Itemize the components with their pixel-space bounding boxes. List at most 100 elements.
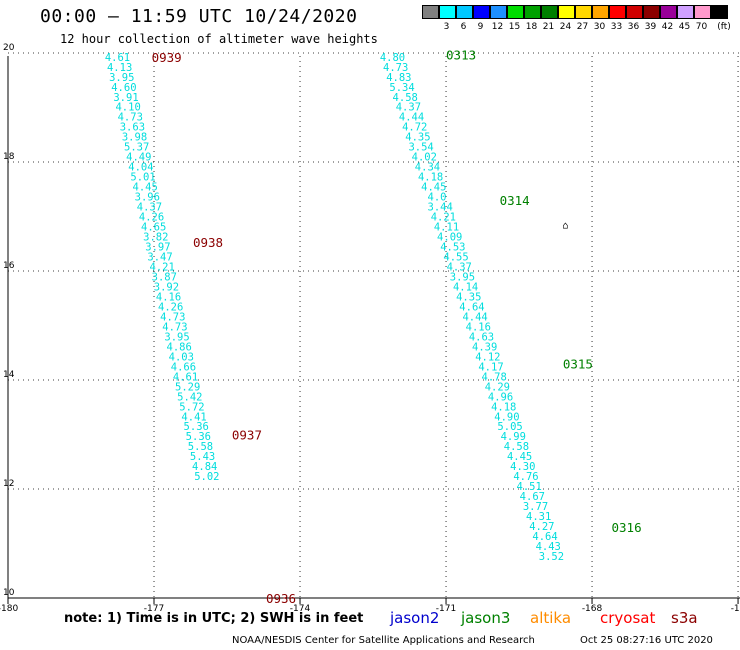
- wave-height-value: 4.45: [507, 451, 532, 463]
- wave-height-value: 4.18: [491, 401, 516, 413]
- wave-height-value: 4.37: [396, 102, 421, 114]
- wave-height-value: 4.86: [167, 341, 192, 353]
- pass-time-label: 0937: [232, 428, 262, 443]
- scale-label: 24: [559, 22, 572, 32]
- wave-height-value: 4.14: [453, 281, 478, 293]
- scale-swatch: [677, 5, 694, 19]
- wave-height-value: 4.02: [412, 152, 437, 164]
- lon-tick-label: -180: [0, 604, 18, 614]
- wave-height-value: 4.99: [501, 431, 526, 443]
- wave-height-value: 3.98: [122, 132, 147, 144]
- scale-label: 12: [491, 22, 504, 32]
- scale-label: 3: [443, 22, 450, 32]
- scale-swatch: [711, 5, 728, 19]
- wave-height-value: 5.29: [175, 381, 200, 393]
- pass-time-label: 0313: [446, 48, 476, 63]
- island-icon: ⌂: [562, 221, 568, 232]
- wave-height-value: 4.37: [447, 261, 472, 273]
- wave-height-value: 3.91: [113, 92, 138, 104]
- wave-height-value: 4.43: [536, 541, 561, 553]
- wave-height-value: 4.44: [462, 311, 487, 323]
- mission-label-altika: altika: [530, 609, 572, 627]
- wave-height-value: 3.82: [143, 232, 168, 244]
- scale-swatch: [694, 5, 711, 19]
- wave-height-value: 4.37: [137, 202, 162, 214]
- pass-time-label: 0316: [612, 520, 642, 535]
- pass-time-label: 0936: [266, 591, 296, 606]
- wave-height-value: 4.35: [405, 132, 430, 144]
- wave-height-value: 4.73: [383, 62, 408, 74]
- scale-label: 42: [661, 22, 674, 32]
- wave-height-value: 4.10: [115, 102, 140, 114]
- wave-height-value: 4.03: [169, 351, 194, 363]
- scale-label: 18: [525, 22, 538, 32]
- lon-tick-label: -177: [144, 604, 164, 614]
- scale-label: 45: [678, 22, 691, 32]
- wave-height-value: 4.34: [415, 162, 440, 174]
- scale-swatch: [456, 5, 473, 19]
- scale-swatch: [439, 5, 456, 19]
- scale-swatch: [626, 5, 643, 19]
- mission-label-jason2: jason2: [390, 609, 440, 627]
- wave-height-value: 4.96: [488, 391, 513, 403]
- wave-height-value: 3.97: [145, 242, 170, 254]
- lat-tick-label: 18: [3, 152, 15, 162]
- wave-height-value: 4.31: [526, 511, 551, 523]
- wave-height-value: 5.05: [497, 421, 522, 433]
- scale-swatch: [643, 5, 660, 19]
- wave-height-value: 4.67: [520, 491, 545, 503]
- generated-timestamp: Oct 25 08:27:16 UTC 2020: [580, 635, 713, 646]
- wave-height-value: 4.16: [466, 321, 491, 333]
- scale-unit: (ft): [717, 22, 731, 32]
- wave-height-value: 4.73: [162, 321, 187, 333]
- units-note: note: 1) Time is in UTC; 2) SWH is in fe…: [64, 611, 364, 626]
- wave-height-value: 4.80: [380, 52, 405, 64]
- wave-height-value: 3.47: [147, 252, 172, 264]
- wave-height-value: 4.17: [478, 361, 503, 373]
- scale-swatch: [422, 5, 439, 19]
- wave-height-value: 5.43: [190, 451, 215, 463]
- wave-height-value: 4.26: [139, 212, 164, 224]
- scale-swatch: [660, 5, 677, 19]
- pass-time-label: 0938: [193, 235, 223, 250]
- wave-height-value: 4.73: [118, 112, 143, 124]
- pass-time-label: 0315: [563, 357, 593, 372]
- wave-height-value: 4.12: [475, 351, 500, 363]
- scale-label: 6: [460, 22, 467, 32]
- wave-height-value: 4.66: [171, 361, 196, 373]
- mission-label-jason3: jason3: [461, 609, 511, 627]
- wave-height-value: 3.96: [135, 192, 160, 204]
- scale-swatch: [609, 5, 626, 19]
- lat-tick-label: 20: [3, 43, 15, 53]
- wave-height-value: 3.54: [408, 142, 433, 154]
- wave-height-value: 5.01: [130, 172, 155, 184]
- wave-height-value: 4.45: [133, 182, 158, 194]
- wave-height-value: 4.73: [160, 311, 185, 323]
- wave-height-value: 4.21: [431, 212, 456, 224]
- scale-label: 39: [644, 22, 657, 32]
- scale-swatch: [490, 5, 507, 19]
- wave-height-value: 3.87: [152, 271, 177, 283]
- scale-swatch: [558, 5, 575, 19]
- wave-height-value: 4.09: [437, 232, 462, 244]
- lat-tick-label: 10: [3, 588, 15, 598]
- wave-height-value: 4.78: [482, 371, 507, 383]
- wave-height-value: 3.95: [109, 72, 134, 84]
- scale-swatch: [524, 5, 541, 19]
- wave-height-value: 3.92: [154, 281, 179, 293]
- wave-height-value: 5.42: [177, 391, 202, 403]
- wave-height-value: 4.72: [402, 122, 427, 134]
- scale-label: 33: [610, 22, 623, 32]
- scale-swatch: [541, 5, 558, 19]
- lon-tick-label: -171: [436, 604, 456, 614]
- wave-height-value: 3.77: [523, 501, 548, 513]
- pass-time-label: 0939: [152, 50, 182, 65]
- wave-height-value: 5.34: [389, 82, 414, 94]
- wave-height-value: 4.63: [469, 331, 494, 343]
- wave-height-value: 4.29: [485, 381, 510, 393]
- scale-label: 15: [508, 22, 521, 32]
- wave-height-value: 4.39: [472, 341, 497, 353]
- wave-height-value: 4.41: [181, 411, 206, 423]
- wave-height-value: 5.72: [179, 401, 204, 413]
